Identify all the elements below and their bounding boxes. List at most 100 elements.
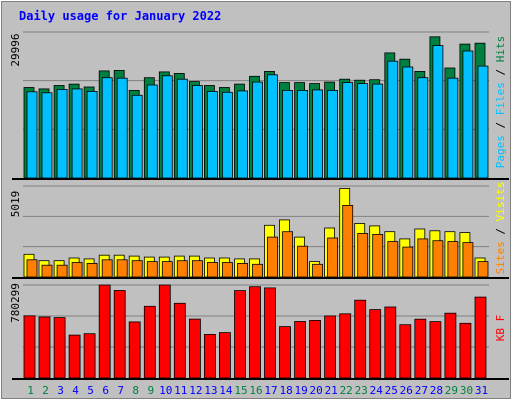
x-tick-label-day-6: 6: [102, 384, 109, 397]
bar-sites-day-15: Sites 15: 750: [237, 262, 248, 278]
bar-kb-f-day-21: KB F 21: 521000: [324, 315, 337, 379]
bar-sites-day-18: Sites 18: 2500: [282, 231, 293, 278]
bar-files-day-3: Files 3: 18200: [56, 89, 68, 179]
bar-kb-f-day-9: KB F 9: 602000: [143, 305, 156, 379]
bar-files-day-18: Files 18: 18000: [282, 90, 293, 179]
bar-kb-f-day-24: KB F 24: 574000: [369, 309, 382, 379]
x-tick-label-day-13: 13: [204, 384, 217, 397]
bar-sites-day-3: Sites 3: 650: [56, 264, 68, 278]
x-tick-label-day-24: 24: [370, 384, 384, 397]
bar-kb-f-day-29: KB F 29: 544000: [444, 312, 457, 379]
panel-max-label: 29996: [9, 33, 22, 66]
bar-kb-f-day-30: KB F 30: 459000: [459, 322, 472, 379]
x-tick-label-day-15: 15: [234, 384, 247, 397]
bar-sites-day-13: Sites 13: 800: [206, 262, 218, 278]
bar-files-day-1: Files 1: 17700: [26, 91, 38, 179]
bar-sites-day-19: Sites 19: 1700: [297, 245, 309, 278]
bar-files-day-12: Files 12: 19000: [191, 85, 203, 179]
x-tick-label-day-25: 25: [385, 384, 398, 397]
bar-sites-day-27: Sites 27: 2100: [417, 238, 429, 278]
bar-files-day-28: Files 28: 27200: [432, 45, 444, 179]
bar-kb-f-day-22: KB F 22: 539000: [339, 313, 352, 379]
bar-sites-day-2: Sites 2: 650: [41, 264, 53, 278]
bar-kb-f-day-4: KB F 4: 360000: [68, 334, 81, 379]
x-tick-label-day-30: 30: [460, 384, 473, 397]
bar-kb-f-day-19: KB F 19: 474000: [294, 321, 307, 379]
bar-sites-day-16: Sites 16: 700: [252, 263, 263, 278]
bar-kb-f-day-15: KB F 15: 733000: [234, 290, 246, 379]
panel-max-label: 5019: [9, 191, 22, 218]
bar-kb-f-day-6: KB F 6: 780299: [98, 284, 111, 379]
x-tick-label-day-27: 27: [415, 384, 428, 397]
x-tick-label-day-12: 12: [189, 384, 202, 397]
x-tick-label-day-22: 22: [340, 384, 353, 397]
bar-kb-f-day-3: KB F 3: 507000: [53, 317, 66, 379]
x-tick-label-day-14: 14: [219, 384, 233, 397]
panel-max-label: 780299: [9, 283, 22, 323]
bar-files-day-4: Files 4: 18300: [71, 88, 83, 179]
bar-files-day-8: Files 8: 17000: [131, 94, 143, 179]
bar-sites-day-10: Sites 10: 850: [161, 261, 173, 278]
x-tick-label-day-8: 8: [132, 384, 139, 397]
x-tick-label-day-17: 17: [264, 384, 277, 397]
panel-legend-label: KB F: [494, 315, 507, 342]
legend-sites: Sites: [494, 241, 507, 274]
bar-sites-day-29: Sites 29: 1950: [447, 241, 459, 278]
x-tick-label-day-29: 29: [445, 384, 458, 397]
bar-files-day-5: Files 5: 17800: [86, 91, 98, 179]
bar-files-day-31: Files 31: 23000: [477, 65, 489, 179]
x-tick-label-day-5: 5: [87, 384, 94, 397]
bar-kb-f-day-10: KB F 10: 780299: [158, 284, 171, 379]
bar-files-day-22: Files 22: 19600: [342, 82, 354, 179]
bar-kb-f-day-18: KB F 18: 431000: [279, 326, 291, 379]
bar-files-day-7: Files 7: 20500: [116, 77, 128, 179]
bar-sites-day-28: Sites 28: 2000: [432, 240, 444, 278]
x-tick-label-day-10: 10: [159, 384, 172, 397]
legend-files: Files: [494, 82, 507, 115]
bar-kb-f-day-5: KB F 5: 372000: [83, 333, 96, 379]
panel-separator: [12, 378, 509, 380]
bar-sites-day-8: Sites 8: 900: [131, 260, 143, 278]
x-tick-label-day-16: 16: [249, 384, 262, 397]
bar-files-day-9: Files 9: 19100: [146, 84, 158, 179]
x-tick-label-day-20: 20: [309, 384, 322, 397]
x-tick-label-day-9: 9: [147, 384, 154, 397]
bar-kb-f-day-8: KB F 8: 471000: [128, 321, 141, 379]
x-tick-label-day-23: 23: [355, 384, 368, 397]
legend-separator: /: [494, 62, 507, 82]
panel-separator: [12, 277, 509, 279]
bar-sites-day-26: Sites 26: 1650: [402, 246, 414, 278]
x-tick-label-day-28: 28: [430, 384, 443, 397]
bar-files-day-17: Files 17: 21200: [267, 74, 278, 179]
bar-files-day-13: Files 13: 17800: [206, 91, 218, 179]
x-tick-label-day-11: 11: [174, 384, 187, 397]
bar-kb-f-day-1: KB F 1: 522000: [23, 315, 36, 379]
x-tick-label-day-19: 19: [294, 384, 307, 397]
bar-kb-f-day-11: KB F 11: 627000: [173, 302, 186, 379]
panel-legend-label: Pages / Files / Hits: [494, 36, 507, 169]
x-tick-label-day-18: 18: [279, 384, 292, 397]
bar-sites-day-17: Sites 17: 2200: [267, 236, 278, 278]
panel-separator: [12, 178, 509, 180]
bar-kb-f-day-26: KB F 26: 447000: [399, 324, 412, 379]
bar-files-day-11: Files 11: 20300: [176, 78, 188, 179]
bar-kb-f-day-25: KB F 25: 596000: [384, 306, 397, 379]
bar-files-day-20: Files 20: 18100: [312, 89, 324, 179]
bar-sites-day-11: Sites 11: 900: [176, 260, 188, 278]
bar-sites-day-9: Sites 9: 850: [146, 261, 158, 278]
x-tick-label-day-26: 26: [400, 384, 413, 397]
bar-files-day-25: Files 25: 24000: [387, 60, 399, 179]
bar-kb-f-day-16: KB F 16: 766000: [249, 286, 261, 379]
bar-kb-f-day-20: KB F 20: 483000: [309, 319, 322, 379]
bar-kb-f-day-17: KB F 17: 756000: [264, 287, 276, 379]
x-tick-label-day-2: 2: [42, 384, 49, 397]
bar-files-day-21: Files 21: 18000: [327, 90, 339, 179]
bar-files-day-23: Files 23: 19400: [357, 83, 369, 179]
bar-sites-day-31: Sites 31: 850: [477, 261, 489, 278]
bar-sites-day-14: Sites 14: 800: [221, 262, 233, 278]
bar-kb-f-day-2: KB F 2: 512000: [38, 316, 51, 379]
bar-files-day-27: Files 27: 20600: [417, 77, 429, 179]
